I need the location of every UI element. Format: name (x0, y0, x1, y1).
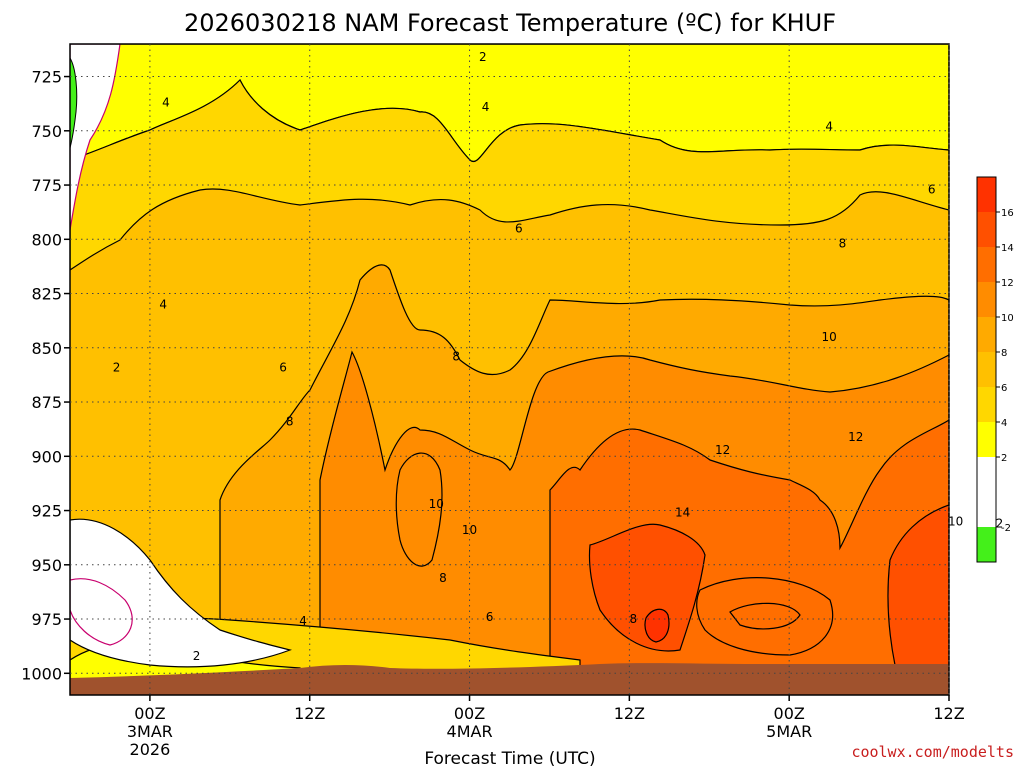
contour-label-3: 4 (825, 119, 833, 133)
y-tick-label-975: 975 (31, 610, 62, 629)
x-axis-label: Forecast Time (UTC) (424, 749, 595, 768)
colorbar-bin-5 (977, 317, 996, 352)
contour-label-12: 2 (113, 360, 121, 374)
contour-line-10-inner (696, 577, 834, 656)
y-axis-ticks: 725 750 775 800 825 850 875 900 925 950 975 1000 (21, 68, 70, 683)
temp-region-below-2-lower-left-inner (70, 578, 133, 646)
colorbar-label-2: 2 (1001, 453, 1007, 464)
y-tick-label-800: 800 (31, 230, 62, 249)
contour-label-2: 4 (482, 100, 490, 114)
contour-label-24: 8 (439, 571, 447, 585)
contour-label-25: 6 (486, 610, 494, 624)
x-tick-label-0-line1: 3MAR (127, 722, 173, 741)
colorbar-label-12: 12 (1001, 278, 1014, 289)
contour-label-7: 8 (839, 237, 847, 251)
contour-label-28: 2 (193, 649, 201, 663)
x-tick-label-36-line0: 12Z (614, 704, 645, 723)
x-tick-label-48-line1: 5MAR (766, 722, 812, 741)
colorbar-bin-2 (977, 422, 996, 457)
colorbar-bin-9 (977, 177, 996, 212)
colorbar-frame (976, 176, 997, 563)
y-tick-label-925: 925 (31, 502, 62, 521)
x-axis-ticks: 00Z3MAR202612Z00Z4MAR12Z00Z5MAR12Z00Z6MA… (127, 695, 965, 759)
y-tick-label-725: 725 (31, 68, 62, 87)
chart-title: 2026030218 NAM Forecast Temperature (ºC)… (184, 9, 836, 37)
x-tick-label-12-line0: 12Z (294, 704, 325, 723)
y-tick-label-900: 900 (31, 447, 62, 466)
y-tick-label-825: 825 (31, 285, 62, 304)
colorbar-bin-1 (977, 457, 996, 527)
colorbar: -2 2 4 6 8 10 12 14 16 (976, 176, 1014, 563)
temp-region-below-minus-2 (70, 57, 78, 149)
colorbar-label-10: 10 (1001, 313, 1014, 324)
colorbar-bin-7 (977, 247, 996, 282)
y-tick-label-950: 950 (31, 556, 62, 575)
x-tick-label-0-line0: 00Z (134, 704, 165, 723)
ground-surface (70, 663, 949, 695)
colorbar-label-8: 8 (1001, 348, 1007, 359)
x-tick-label-24-line0: 00Z (454, 704, 485, 723)
contour-label-16: 12 (848, 430, 863, 444)
colorbar-bin-0 (977, 527, 996, 562)
contour-label-5: 6 (928, 182, 936, 196)
contour-line-12-inner (395, 452, 443, 567)
gridlines (70, 44, 950, 695)
colorbar-label-4: 4 (1001, 418, 1007, 429)
contour-label-19: 10 (429, 497, 444, 511)
colorbar-label--2: -2 (1001, 523, 1011, 534)
plot-area (70, 44, 949, 695)
y-tick-label-775: 775 (31, 176, 62, 195)
contour-label-20: 14 (675, 506, 690, 520)
credit-text[interactable]: coolwx.com/modelts (851, 743, 1014, 761)
contour-label-0: 2 (479, 50, 487, 64)
colorbar-bin-4 (977, 352, 996, 387)
contour-label-23: 10 (462, 523, 477, 537)
y-tick-label-750: 750 (31, 122, 62, 141)
x-tick-label-24-line1: 4MAR (447, 722, 493, 741)
contour-label-15: 8 (286, 415, 294, 429)
x-tick-label-60-line0: 12Z (933, 704, 964, 723)
contour-label-11: 8 (452, 349, 460, 363)
contour-label-6: 6 (515, 221, 523, 235)
temp-region-16-18 (644, 608, 670, 643)
colorbar-label-16: 16 (1001, 208, 1014, 219)
temp-region-below-2-upper-left (70, 44, 121, 231)
y-tick-label-1000: 1000 (21, 664, 62, 683)
contour-label-9: 4 (159, 297, 167, 311)
contour-label-17: 12 (715, 443, 730, 457)
contour-label-27: 4 (299, 614, 307, 628)
contour-label-21: 10 (948, 514, 963, 528)
colorbar-label-14: 14 (1001, 243, 1014, 254)
y-tick-label-875: 875 (31, 393, 62, 412)
x-tick-label-0-line2: 2026 (130, 740, 171, 759)
contour-label-13: 6 (279, 360, 287, 374)
contour-label-1: 4 (162, 96, 170, 110)
colorbar-bin-3 (977, 387, 996, 422)
contour-label-26: 8 (630, 612, 638, 626)
colorbar-label-6: 6 (1001, 383, 1007, 394)
y-tick-label-850: 850 (31, 339, 62, 358)
x-tick-label-48-line0: 00Z (774, 704, 805, 723)
contour-line-8-inner (729, 602, 801, 630)
colorbar-bin-8 (977, 212, 996, 247)
contour-label-10: 10 (821, 330, 836, 344)
colorbar-bin-6 (977, 282, 996, 317)
